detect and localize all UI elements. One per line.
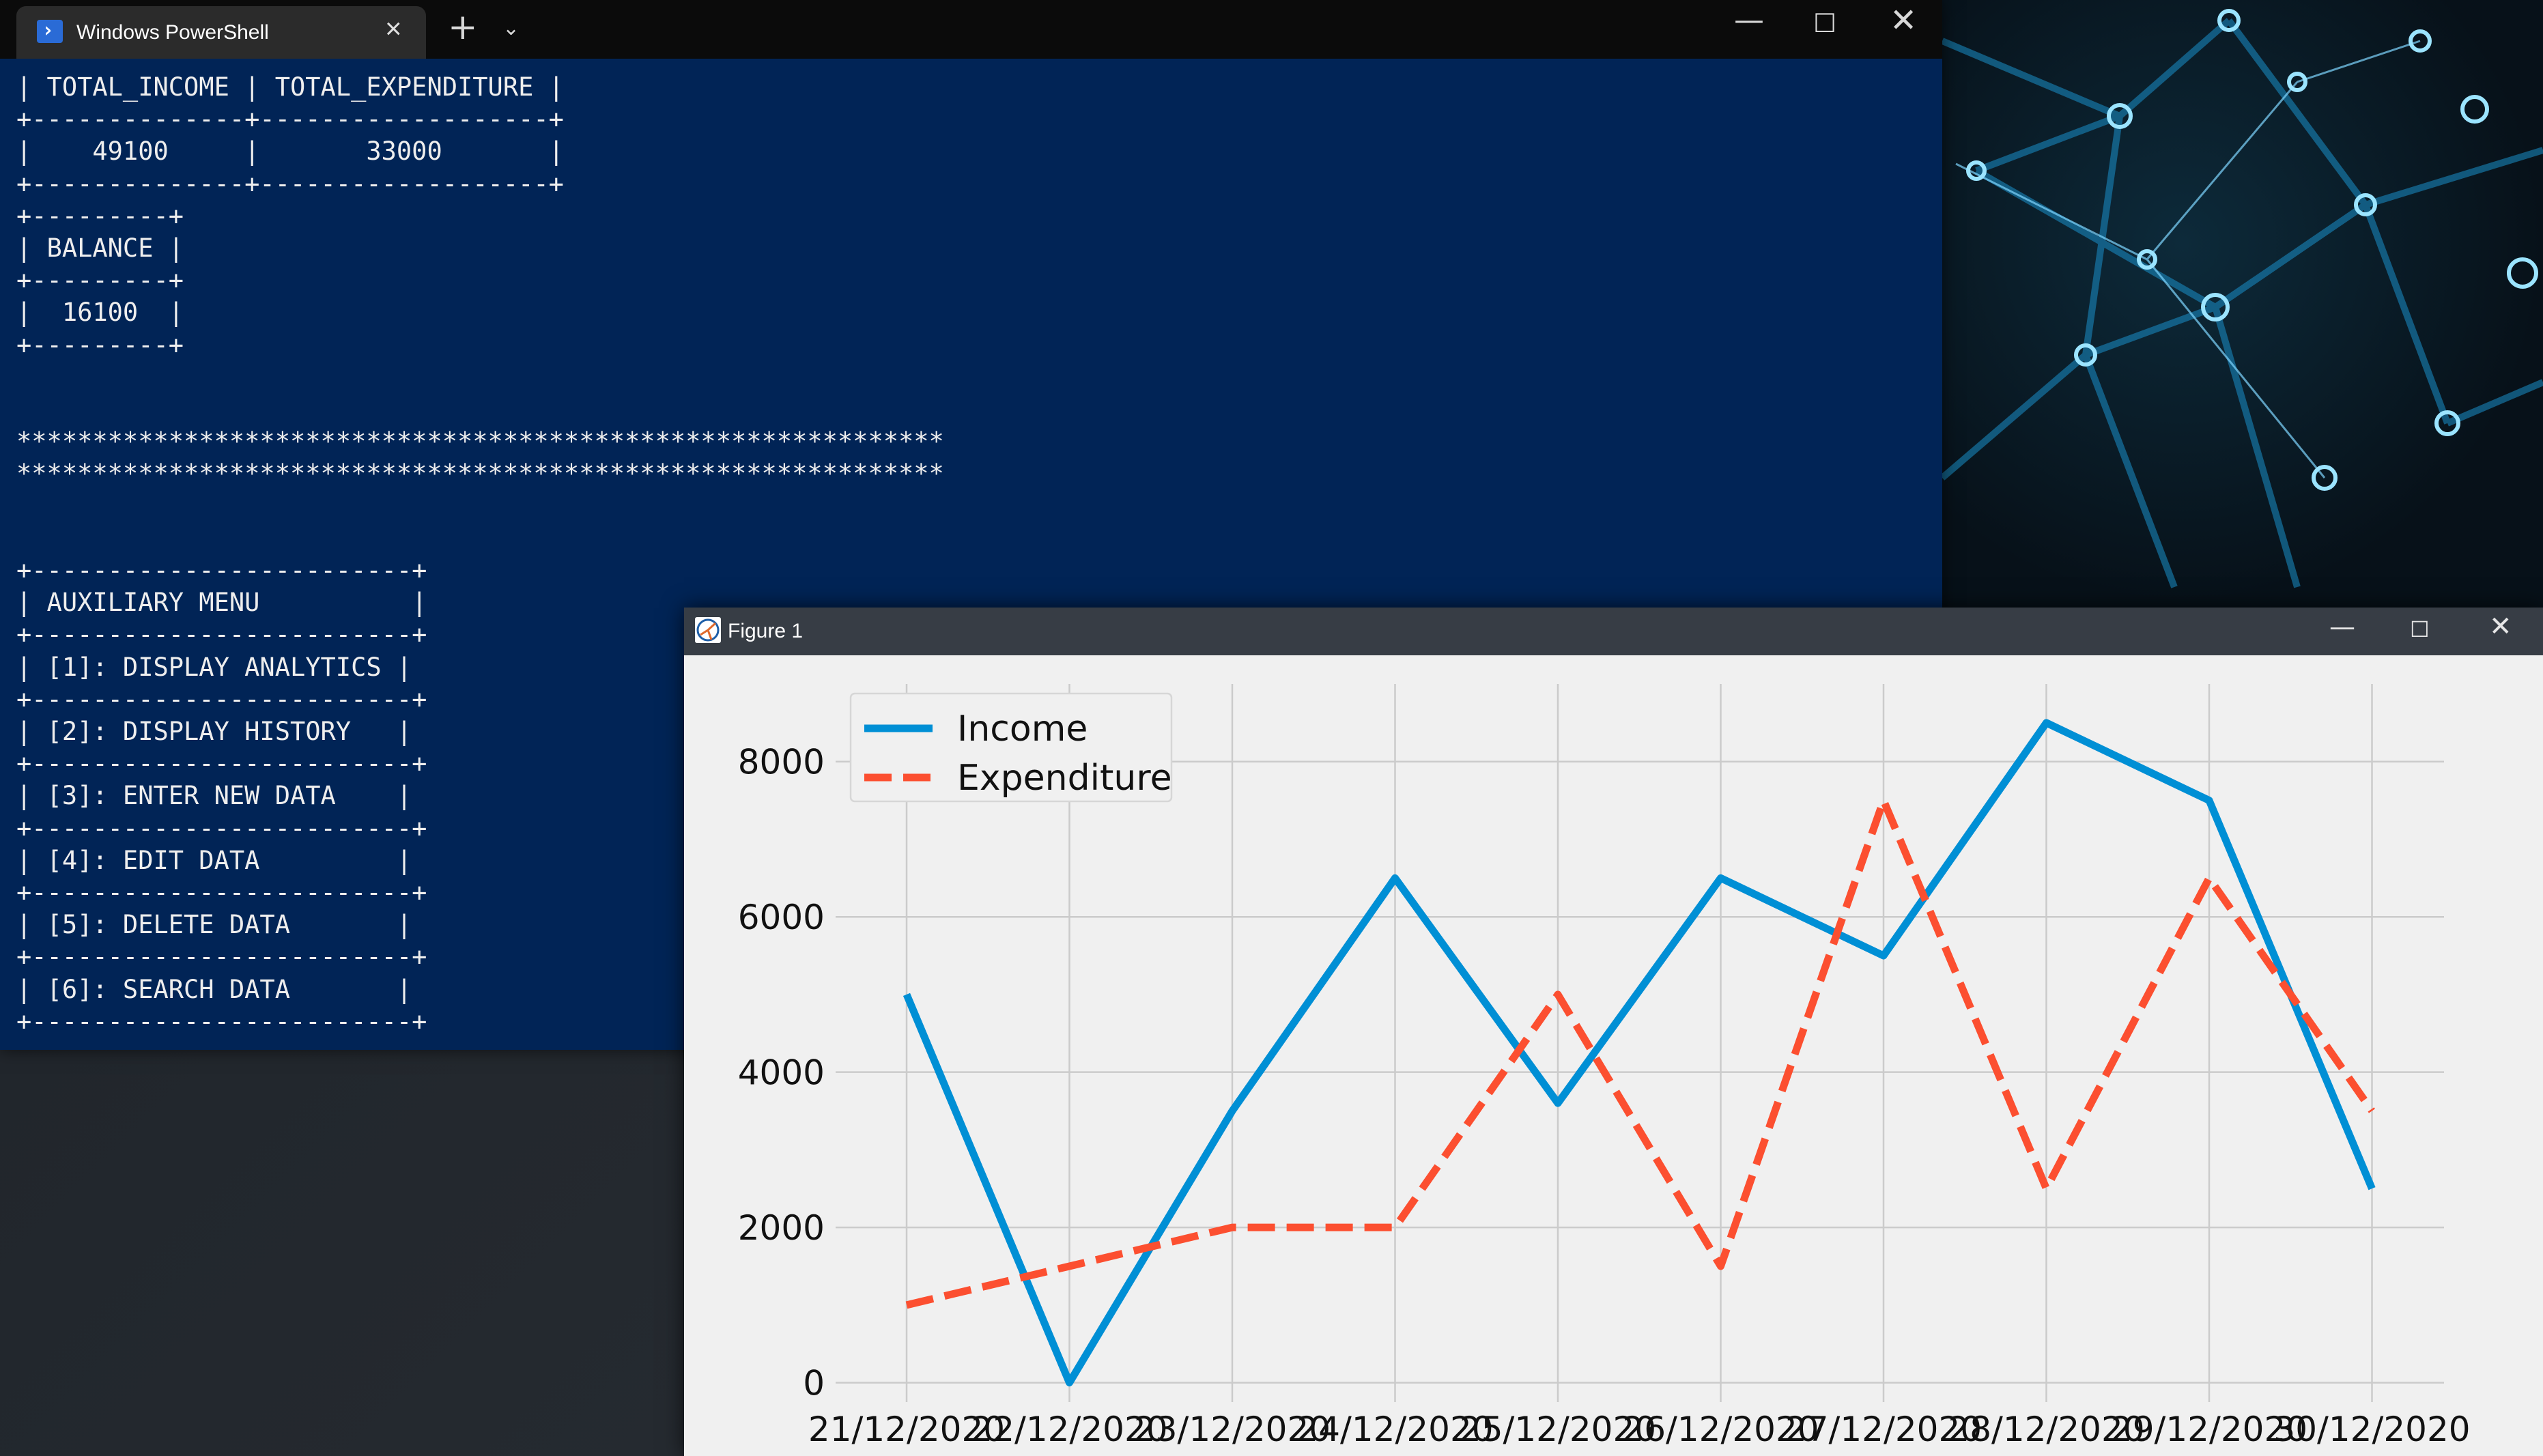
figure-title: Figure 1 <box>728 620 804 642</box>
y-tick-label: 6000 <box>738 898 825 937</box>
chart-legend[interactable]: Income Expenditure <box>849 692 1173 803</box>
x-tick-label: 27/12/2020 <box>1785 1410 1982 1449</box>
x-tick-label: 25/12/2020 <box>1460 1410 1656 1449</box>
y-tick-label: 4000 <box>738 1053 825 1093</box>
minimize-button[interactable]: — <box>2329 612 2355 642</box>
legend-label-income: Income <box>957 709 1088 750</box>
series-line-income <box>903 719 2376 1387</box>
chevron-down-icon[interactable]: ⌄ <box>502 16 520 40</box>
x-tick-label: 24/12/2020 <box>1296 1410 1493 1449</box>
y-tick-label: 2000 <box>738 1208 825 1248</box>
x-tick-label: 23/12/2020 <box>1134 1410 1331 1449</box>
close-button[interactable]: ✕ <box>1890 1 1918 40</box>
new-tab-button[interactable]: + <box>448 7 478 48</box>
legend-box <box>849 692 1173 803</box>
y-tick-label: 0 <box>803 1364 825 1403</box>
network-wallpaper-image <box>1942 0 2543 608</box>
series-line-expenditure <box>905 797 2376 1309</box>
maximize-button[interactable]: ☐ <box>1813 8 1837 38</box>
x-tick-label: 29/12/2020 <box>2111 1410 2307 1449</box>
x-tick-label: 21/12/2020 <box>808 1410 1005 1449</box>
maximize-button[interactable]: ☐ <box>2410 616 2430 642</box>
chart-axes: 0 2000 4000 6000 8000 21/12/202022/12/202023/… <box>738 743 2471 1449</box>
close-tab-icon[interactable]: × <box>385 12 402 44</box>
chart-series <box>903 719 2376 1387</box>
legend-label-expenditure: Expenditure <box>957 758 1172 799</box>
x-tick-label: 30/12/2020 <box>2273 1410 2470 1449</box>
matplotlib-figure-icon <box>695 617 721 643</box>
terminal-output-text[interactable]: | TOTAL_INCOME | TOTAL_EXPENDITURE | +--… <box>16 72 944 1036</box>
y-tick-label: 8000 <box>738 743 825 782</box>
figure-window[interactable]: Figure 1 — ☐ ✕ 0 2000 4000 6000 8000 21/12/20… <box>684 608 2543 1456</box>
tab-windows-powershell[interactable]: › Windows PowerShell × <box>16 6 426 59</box>
x-tick-label: 22/12/2020 <box>971 1410 1167 1449</box>
close-button[interactable]: ✕ <box>2489 611 2512 642</box>
x-tick-label: 26/12/2020 <box>1622 1410 1819 1449</box>
minimize-button[interactable]: — <box>1734 3 1764 38</box>
tab-title: Windows PowerShell <box>76 21 269 44</box>
figure-titlebar[interactable]: Figure 1 — ☐ ✕ <box>684 608 2543 655</box>
x-tick-label: 28/12/2020 <box>1948 1410 2144 1449</box>
income-expenditure-line-chart[interactable]: 0 2000 4000 6000 8000 21/12/202022/12/202023/… <box>684 655 2543 1456</box>
chart-grid <box>836 684 2444 1402</box>
powershell-icon: › <box>37 18 63 43</box>
terminal-titlebar[interactable]: › Windows PowerShell × + ⌄ — ☐ ✕ <box>0 0 1942 59</box>
